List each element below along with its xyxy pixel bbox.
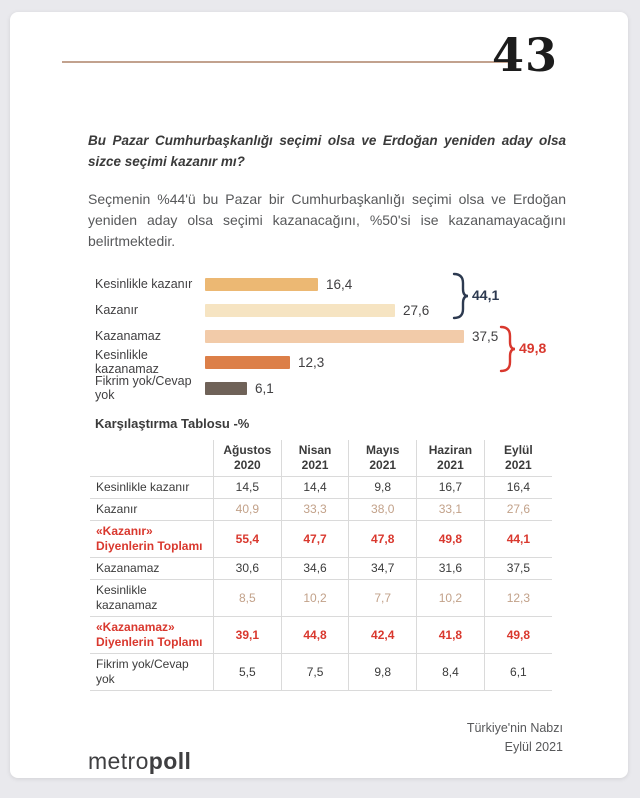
report-footnote: Türkiye'nin Nabzı Eylül 2021 bbox=[467, 719, 563, 757]
curly-brace-icon bbox=[499, 325, 516, 373]
chart-row: Kazanamaz 37,5 bbox=[95, 323, 567, 349]
footnote-date: Eylül 2021 bbox=[504, 739, 563, 754]
row-value: 42,4 bbox=[348, 616, 418, 654]
table-row: Kesinlikle kazanır 14,5 14,4 9,8 16,7 16,4 bbox=[90, 476, 552, 499]
kazanamaz-total-bracket bbox=[497, 325, 517, 373]
report-page: 43 Bu Pazar Cumhurbaşkanlığı seçimi olsa… bbox=[10, 12, 628, 778]
row-value: 34,7 bbox=[348, 557, 418, 580]
row-label: Kazanamaz bbox=[90, 557, 214, 580]
page-number: 43 bbox=[491, 28, 558, 82]
kazanir-total-bracket bbox=[450, 272, 470, 320]
chart-value-label: 16,4 bbox=[326, 276, 353, 292]
table-row: Kesinlikle kazanamaz 8,5 10,2 7,7 10,2 12,3 bbox=[90, 579, 552, 617]
metropoll-logo: metropoll bbox=[88, 748, 191, 775]
row-value: 30,6 bbox=[213, 557, 282, 580]
chart-category-label: Kesinlikle kazanamaz bbox=[95, 348, 159, 376]
row-value: 33,1 bbox=[416, 498, 485, 521]
row-value: 49,8 bbox=[483, 616, 552, 654]
row-value: 16,7 bbox=[416, 476, 485, 499]
chart-row: Kazanır 27,6 bbox=[95, 297, 567, 323]
chart-bar bbox=[205, 381, 247, 395]
logo-bold-part: poll bbox=[148, 748, 192, 774]
table-row: Fikrim yok/Cevap yok 5,5 7,5 9,8 8,4 6,1 bbox=[90, 653, 552, 691]
row-label: Kesinlikle kazanır bbox=[90, 476, 214, 499]
row-value: 31,6 bbox=[416, 557, 485, 580]
row-value: 40,9 bbox=[213, 498, 282, 521]
row-value: 14,5 bbox=[213, 476, 282, 499]
logo-light-part: metro bbox=[88, 748, 149, 774]
chart-value-label: 6,1 bbox=[255, 380, 274, 396]
row-value: 10,2 bbox=[280, 579, 350, 617]
chart-bar bbox=[205, 303, 395, 317]
question-text: Bu Pazar Cumhurbaşkanlığı seçimi olsa ve… bbox=[88, 133, 566, 169]
row-value: 8,5 bbox=[213, 579, 282, 617]
row-value: 6,1 bbox=[483, 653, 552, 691]
table-column-header: Haziran 2021 bbox=[416, 440, 485, 477]
kazanamaz-total-value: 49,8 bbox=[519, 340, 547, 356]
row-value: 7,7 bbox=[348, 579, 418, 617]
chart-bar bbox=[205, 329, 464, 343]
row-value: 47,8 bbox=[348, 520, 418, 558]
row-value: 44,1 bbox=[483, 520, 552, 558]
curly-brace-icon bbox=[452, 272, 469, 320]
table-row: Kazanamaz 30,6 34,6 34,7 31,6 37,5 bbox=[90, 557, 552, 580]
chart-category-label: Kesinlikle kazanır bbox=[95, 277, 193, 291]
chart-category-label: Kazanır bbox=[95, 303, 139, 317]
row-value: 44,8 bbox=[280, 616, 350, 654]
table-row: Kazanır 40,9 33,3 38,0 33,1 27,6 bbox=[90, 498, 552, 521]
table-column-header: Nisan 2021 bbox=[280, 440, 350, 477]
row-value: 34,6 bbox=[280, 557, 350, 580]
row-value: 14,4 bbox=[280, 476, 350, 499]
row-value: 5,5 bbox=[213, 653, 282, 691]
comparison-table: Ağustos 2020 Nisan 2021 Mayıs 2021 Haziran … bbox=[90, 440, 552, 691]
row-label: Kesinlikle kazanamaz bbox=[90, 579, 214, 617]
row-value: 33,3 bbox=[280, 498, 350, 521]
row-value: 38,0 bbox=[348, 498, 418, 521]
row-value: 55,4 bbox=[213, 520, 282, 558]
kazanir-total-value: 44,1 bbox=[472, 287, 500, 303]
chart-bar bbox=[205, 355, 290, 369]
table-row: «Kazanamaz» Diyenlerin Toplamı 39,1 44,8 42… bbox=[90, 616, 552, 654]
row-value: 16,4 bbox=[483, 476, 552, 499]
chart-value-label: 12,3 bbox=[298, 354, 325, 370]
table-column-header: Mayıs 2021 bbox=[348, 440, 418, 477]
row-value: 39,1 bbox=[213, 616, 282, 654]
chart-row: Kesinlikle kazanamaz 12,3 bbox=[95, 348, 567, 376]
row-value: 8,4 bbox=[416, 653, 485, 691]
table-header-row: Ağustos 2020 Nisan 2021 Mayıs 2021 Haziran … bbox=[90, 440, 552, 477]
table-row: «Kazanır» Diyenlerin Toplamı 55,4 47,7 47,8… bbox=[90, 520, 552, 558]
header-rule bbox=[62, 61, 512, 63]
row-value: 7,5 bbox=[280, 653, 350, 691]
chart-value-label: 27,6 bbox=[403, 302, 430, 318]
bar-chart: Kesinlikle kazanır 16,4 Kazanır 27,6 Kazanam… bbox=[95, 271, 567, 403]
footnote-series: Türkiye'nin Nabzı bbox=[466, 721, 563, 735]
row-value: 27,6 bbox=[483, 498, 552, 521]
table-title: Karşılaştırma Tablosu -% bbox=[95, 416, 250, 431]
chart-value-label: 37,5 bbox=[472, 328, 499, 344]
row-value: 37,5 bbox=[483, 557, 552, 580]
row-value: 47,7 bbox=[280, 520, 350, 558]
table-column-header bbox=[90, 440, 214, 477]
table-column-header: Ağustos 2020 bbox=[213, 440, 282, 477]
summary-text: Seçmenin %44'ü bu Pazar bir Cumhurbaşkan… bbox=[88, 191, 566, 249]
row-label: Kazanır bbox=[90, 498, 214, 521]
row-label: Fikrim yok/Cevap yok bbox=[90, 653, 214, 691]
row-value: 10,2 bbox=[416, 579, 485, 617]
row-value: 12,3 bbox=[483, 579, 552, 617]
row-value: 9,8 bbox=[348, 476, 418, 499]
row-label: «Kazanır» Diyenlerin Toplamı bbox=[90, 520, 214, 558]
chart-category-label: Kazanamaz bbox=[95, 329, 162, 343]
row-value: 9,8 bbox=[348, 653, 418, 691]
row-value: 49,8 bbox=[416, 520, 485, 558]
chart-bar bbox=[205, 277, 318, 291]
table-column-header: Eylül 2021 bbox=[483, 440, 552, 477]
chart-category-label: Fikrim yok/Cevap yok bbox=[95, 374, 192, 402]
row-value: 41,8 bbox=[416, 616, 485, 654]
chart-row: Kesinlikle kazanır 16,4 bbox=[95, 271, 567, 297]
row-label: «Kazanamaz» Diyenlerin Toplamı bbox=[90, 616, 214, 654]
chart-rows: Kesinlikle kazanır 16,4 Kazanır 27,6 Kazanam… bbox=[95, 271, 567, 403]
chart-row: Fikrim yok/Cevap yok 6,1 bbox=[95, 374, 567, 402]
